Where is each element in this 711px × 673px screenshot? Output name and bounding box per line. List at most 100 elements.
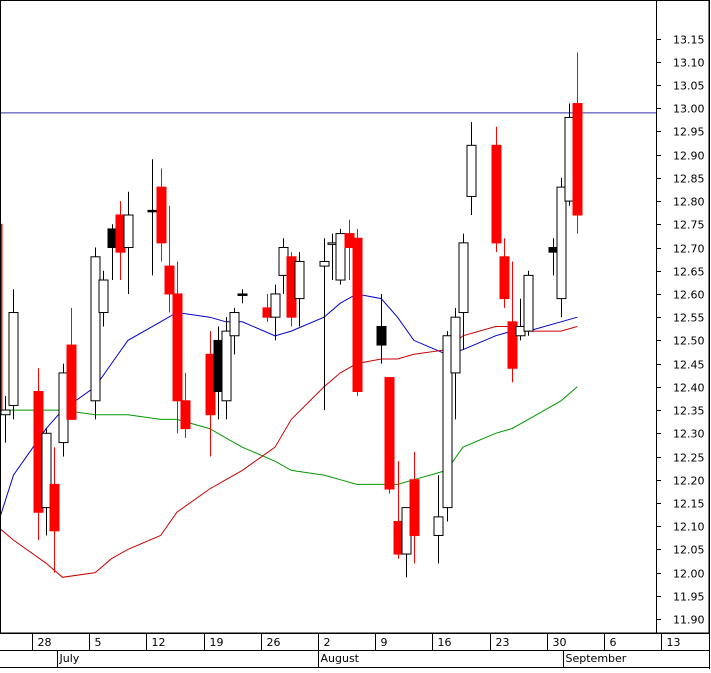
y-tick-label: 12.60 bbox=[673, 289, 705, 302]
y-tick-label: 12.15 bbox=[673, 498, 705, 511]
y-tick-label: 11.95 bbox=[673, 591, 705, 604]
candle bbox=[156, 168, 167, 262]
candle-body bbox=[98, 279, 109, 314]
y-axis: 13.15 13.10 13.05 13.00 12.95 12.90 12.85 12.80… bbox=[656, 0, 705, 633]
candle-body bbox=[156, 186, 167, 244]
candle bbox=[409, 451, 420, 564]
y-tick-label: 12.30 bbox=[673, 428, 705, 441]
x-tick-label: 26 bbox=[267, 636, 281, 649]
candle-body bbox=[433, 516, 444, 536]
candle-body bbox=[147, 209, 158, 213]
candle-body bbox=[491, 144, 502, 244]
y-tick-label: 12.90 bbox=[673, 150, 705, 163]
y-tick-label: 12.35 bbox=[673, 405, 705, 418]
candle-body bbox=[376, 325, 387, 346]
candle bbox=[237, 289, 248, 304]
plot-area bbox=[0, 0, 710, 634]
y-tick-label: 12.25 bbox=[673, 452, 705, 465]
candle-body bbox=[466, 144, 477, 197]
candle bbox=[507, 261, 518, 383]
candle bbox=[442, 331, 453, 522]
y-tick-label: 12.40 bbox=[673, 382, 705, 395]
candle bbox=[49, 447, 60, 573]
candle-body bbox=[90, 256, 101, 402]
y-tick-label: 12.85 bbox=[673, 173, 705, 186]
y-tick-label: 12.75 bbox=[673, 219, 705, 232]
candle bbox=[376, 293, 387, 364]
candle-body bbox=[229, 312, 240, 337]
y-tick-label: 12.05 bbox=[673, 544, 705, 557]
candle bbox=[466, 122, 477, 215]
month-label: September bbox=[566, 652, 627, 665]
candle bbox=[572, 52, 583, 234]
y-tick-label: 12.80 bbox=[673, 196, 705, 209]
candle bbox=[172, 261, 183, 434]
y-tick-label: 12.55 bbox=[673, 312, 705, 325]
candle-body bbox=[294, 260, 305, 300]
candle bbox=[335, 228, 346, 285]
x-tick-label: 12 bbox=[152, 636, 166, 649]
x-tick-label: 30 bbox=[553, 636, 567, 649]
x-tick-label: 6 bbox=[610, 636, 617, 649]
candle-body bbox=[180, 400, 191, 430]
candle bbox=[458, 233, 469, 350]
y-tick-label: 12.50 bbox=[673, 335, 705, 348]
candle-body bbox=[556, 186, 567, 300]
candle-body bbox=[352, 237, 363, 392]
x-tick-label: 9 bbox=[381, 636, 388, 649]
candle-body bbox=[450, 316, 461, 374]
candle bbox=[270, 284, 281, 341]
y-tick-label: 12.70 bbox=[673, 243, 705, 256]
candle bbox=[66, 307, 77, 420]
candle-body bbox=[123, 214, 134, 249]
candle bbox=[180, 372, 191, 438]
y-tick-label: 11.90 bbox=[673, 614, 705, 627]
candle bbox=[491, 126, 502, 253]
y-tick-label: 13.05 bbox=[673, 80, 705, 93]
candle bbox=[123, 191, 134, 294]
candle bbox=[98, 270, 109, 327]
x-tick-label: 2 bbox=[324, 636, 331, 649]
x-tick-label: 5 bbox=[95, 636, 102, 649]
candle-body bbox=[335, 233, 346, 281]
y-tick-label: 12.10 bbox=[673, 521, 705, 534]
candle-body bbox=[49, 483, 60, 532]
candle-body bbox=[221, 330, 232, 402]
candle bbox=[352, 228, 363, 397]
month-label: August bbox=[321, 652, 360, 665]
candle bbox=[523, 270, 534, 336]
candle bbox=[164, 205, 175, 313]
candle-body bbox=[172, 293, 183, 402]
series-line-1 bbox=[0, 386, 578, 485]
y-tick-label: 13.00 bbox=[673, 103, 705, 116]
y-tick-label: 12.95 bbox=[673, 126, 705, 139]
x-tick-label: 13 bbox=[667, 636, 681, 649]
plot-content bbox=[0, 52, 656, 578]
candle-body bbox=[41, 432, 52, 509]
candle bbox=[90, 247, 101, 420]
series-line-2 bbox=[0, 326, 578, 578]
y-tick-label: 13.15 bbox=[673, 34, 705, 47]
candle bbox=[384, 377, 395, 494]
candle-body bbox=[458, 242, 469, 314]
y-tick-label: 12.20 bbox=[673, 475, 705, 488]
y-tick-label: 12.65 bbox=[673, 266, 705, 279]
y-tick-label: 12.00 bbox=[673, 568, 705, 581]
candle bbox=[294, 252, 305, 327]
x-tick-label: 28 bbox=[38, 636, 52, 649]
candle bbox=[229, 307, 240, 355]
candle-body bbox=[442, 335, 453, 509]
candle-body bbox=[237, 293, 248, 296]
candle-body bbox=[164, 265, 175, 295]
x-tick-label: 16 bbox=[438, 636, 452, 649]
candle bbox=[556, 177, 567, 318]
candle-body bbox=[572, 103, 583, 216]
candle-body bbox=[507, 321, 518, 369]
y-tick-label: 13.10 bbox=[673, 57, 705, 70]
x-tick-label: 23 bbox=[496, 636, 510, 649]
candle bbox=[8, 289, 19, 420]
candle-body bbox=[384, 377, 395, 490]
candle bbox=[499, 238, 510, 308]
